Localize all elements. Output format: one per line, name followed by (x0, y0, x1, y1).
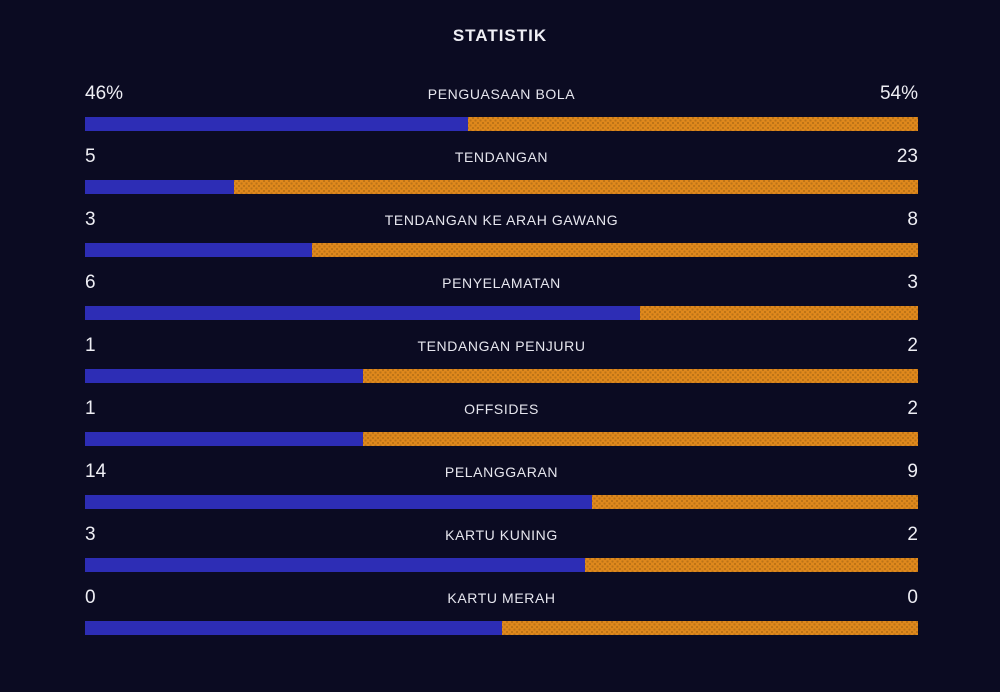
home-value: 6 (85, 272, 96, 293)
away-value: 54% (879, 83, 918, 104)
stat-bar-home-segment (85, 432, 363, 446)
stat-bar (85, 495, 918, 509)
stat-bar-away-segment (312, 243, 918, 257)
stat-label: KARTU MERAH (447, 590, 556, 606)
stat-bar (85, 243, 918, 257)
stat-bar-home-segment (85, 621, 502, 635)
stat-row-header: 6 PENYELAMATAN 3 (85, 272, 918, 294)
stat-bar-home-segment (85, 180, 234, 194)
stat-bar-away-segment (592, 495, 918, 509)
stat-bar-away-segment (362, 369, 918, 383)
stat-label: PENGUASAAN BOLA (427, 86, 576, 102)
stat-label: OFFSIDES (464, 401, 539, 417)
away-value: 2 (907, 335, 918, 356)
stat-row-header: 46% PENGUASAAN BOLA 54% (85, 83, 918, 105)
stat-label: KARTU KUNING (445, 527, 558, 543)
stat-row: 1 OFFSIDES 2 (85, 398, 918, 446)
stat-bar-away-segment (501, 621, 918, 635)
stat-bar (85, 117, 918, 131)
home-value: 3 (85, 209, 96, 230)
stat-row-header: 5 TENDANGAN 23 (85, 146, 918, 168)
stat-row: 3 KARTU KUNING 2 (85, 524, 918, 572)
stat-row-header: 3 TENDANGAN KE ARAH GAWANG 8 (85, 209, 918, 231)
home-value: 1 (85, 335, 96, 356)
stat-label: PELANGGARAN (444, 464, 559, 480)
stats-rows: 46% PENGUASAAN BOLA 54% 5 TENDANGAN 23 3… (0, 83, 1000, 635)
stat-label: TENDANGAN PENJURU (417, 338, 586, 354)
stat-row-header: 1 TENDANGAN PENJURU 2 (85, 335, 918, 357)
stat-bar-away-segment (468, 117, 918, 131)
stat-row: 46% PENGUASAAN BOLA 54% (85, 83, 918, 131)
stat-bar-home-segment (85, 306, 641, 320)
stat-bar (85, 432, 918, 446)
stat-label: PENYELAMATAN (442, 275, 561, 291)
stat-bar (85, 621, 918, 635)
away-value: 23 (896, 146, 918, 167)
home-value: 46% (85, 83, 124, 104)
stat-bar-home-segment (85, 558, 585, 572)
home-value: 0 (85, 587, 96, 608)
stat-row-header: 1 OFFSIDES 2 (85, 398, 918, 420)
stat-label: TENDANGAN (454, 149, 549, 165)
stat-bar-home-segment (85, 495, 593, 509)
stat-row-header: 0 KARTU MERAH 0 (85, 587, 918, 609)
away-value: 0 (907, 587, 918, 608)
home-value: 1 (85, 398, 96, 419)
stat-bar (85, 558, 918, 572)
stat-bar (85, 369, 918, 383)
stat-bar-away-segment (233, 180, 918, 194)
away-value: 9 (907, 461, 918, 482)
stat-bar-home-segment (85, 369, 363, 383)
stat-row: 5 TENDANGAN 23 (85, 146, 918, 194)
stat-bar-home-segment (85, 117, 469, 131)
stat-row-header: 3 KARTU KUNING 2 (85, 524, 918, 546)
stat-bar-away-segment (640, 306, 918, 320)
home-value: 14 (85, 461, 107, 482)
away-value: 3 (907, 272, 918, 293)
stat-bar (85, 306, 918, 320)
stat-row: 14 PELANGGARAN 9 (85, 461, 918, 509)
stat-bar-away-segment (584, 558, 918, 572)
away-value: 2 (907, 524, 918, 545)
stat-bar-away-segment (362, 432, 918, 446)
stat-row: 1 TENDANGAN PENJURU 2 (85, 335, 918, 383)
page-title: STATISTIK (452, 26, 548, 45)
stat-row: 6 PENYELAMATAN 3 (85, 272, 918, 320)
stat-row: 3 TENDANGAN KE ARAH GAWANG 8 (85, 209, 918, 257)
stat-bar-home-segment (85, 243, 313, 257)
stat-bar (85, 180, 918, 194)
stat-row: 0 KARTU MERAH 0 (85, 587, 918, 635)
away-value: 2 (907, 398, 918, 419)
stat-label: TENDANGAN KE ARAH GAWANG (384, 212, 619, 228)
home-value: 3 (85, 524, 96, 545)
away-value: 8 (907, 209, 918, 230)
stat-row-header: 14 PELANGGARAN 9 (85, 461, 918, 483)
home-value: 5 (85, 146, 96, 167)
